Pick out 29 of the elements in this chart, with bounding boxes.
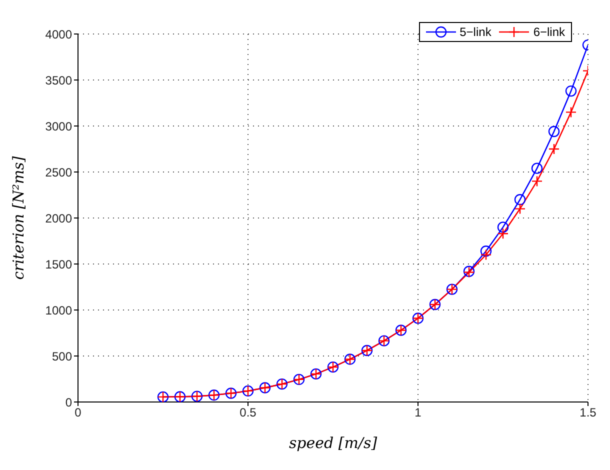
x-axis-title: speed [m/s] [288,434,378,452]
point [497,222,509,233]
y-tick-label: 3000 [45,119,72,134]
y-tick-label: 500 [52,349,72,364]
y-tick-label: 1000 [45,303,72,318]
x-tick-label: 1.5 [580,406,597,420]
x-tick-label: 0 [74,406,82,420]
y-tick-label: 2000 [45,211,72,226]
legend-label: 5−link [460,25,492,39]
point [565,106,577,118]
x-tick-label: 0.5 [240,406,257,420]
y-tick-label: 4000 [45,27,72,42]
point [548,126,560,138]
y-axis-title: criterion [N²ms] [9,156,28,280]
point [480,246,492,257]
y-tick-label: 2500 [45,165,72,180]
point [480,249,492,260]
y-tick-label: 0 [65,395,72,410]
point [497,228,509,240]
point [531,162,543,174]
y-tick-label: 3500 [45,73,72,88]
point [548,143,560,155]
legend-label: 6−link [533,25,565,39]
point [565,85,577,97]
x-tick-label: 1 [414,406,422,420]
point [514,203,526,214]
point [531,176,543,187]
y-tick-label: 1500 [45,257,72,272]
point [514,194,526,206]
